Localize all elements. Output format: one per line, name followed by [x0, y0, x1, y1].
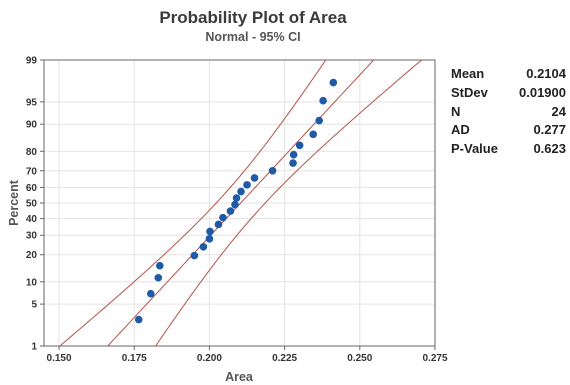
x-tick-label: 0.200	[197, 353, 222, 364]
y-tick-label: 95	[26, 97, 38, 108]
x-tick-label: 0.250	[347, 353, 372, 364]
x-axis-title: Area	[225, 370, 254, 384]
ci-band-lower	[59, 60, 327, 346]
stat-value-p-value: 0.623	[533, 141, 566, 156]
data-point	[206, 227, 214, 236]
y-tick-label: 99	[26, 56, 38, 67]
chart-subtitle: Normal - 95% CI	[205, 30, 300, 44]
data-points	[134, 78, 338, 324]
x-tick-label: 0.225	[272, 353, 297, 364]
data-point	[232, 194, 241, 202]
stat-label-mean: Mean	[451, 66, 484, 81]
y-axis-title: Percent	[7, 179, 21, 226]
stat-value-ad: 0.277	[533, 122, 566, 137]
stat-value-mean: 0.2104	[526, 66, 567, 81]
data-point	[289, 159, 297, 167]
data-point	[309, 130, 317, 139]
data-point	[289, 150, 298, 159]
y-tick-label: 70	[26, 166, 38, 177]
stat-value-n: 24	[552, 104, 567, 119]
stat-value-stdev: 0.01900	[519, 85, 566, 100]
x-tick-label: 0.175	[122, 353, 147, 364]
data-point	[219, 213, 227, 222]
data-point	[214, 220, 223, 229]
stat-label-n: N	[451, 104, 460, 119]
data-point	[315, 116, 324, 125]
data-point	[190, 251, 199, 260]
y-tick-label: 20	[26, 250, 38, 261]
stat-label-stdev: StDev	[451, 85, 489, 100]
data-point	[231, 200, 239, 209]
data-point	[329, 78, 338, 87]
stat-label-p-value: P-Value	[451, 141, 498, 156]
fitted-line	[107, 60, 375, 346]
y-tick-label: 80	[26, 147, 38, 158]
y-tick-label: 1	[31, 342, 37, 353]
y-tick-label: 50	[26, 199, 38, 210]
confidence-bands	[59, 60, 423, 346]
data-point	[250, 174, 259, 182]
ci-band-upper	[155, 60, 423, 346]
data-point	[134, 315, 143, 324]
data-point	[226, 207, 235, 215]
y-tick-label: 10	[26, 277, 38, 288]
y-tick-label: 5	[31, 300, 37, 311]
y-tick-label: 30	[26, 231, 38, 242]
grid-lines	[44, 59, 436, 347]
x-tick-label: 0.150	[47, 353, 72, 364]
data-point	[268, 166, 277, 175]
chart-title: Probability Plot of Area	[159, 8, 347, 27]
stat-label-ad: AD	[451, 122, 470, 137]
y-axis-ticks: 1 5 10 20 30 40 50 60 70 80 90 95 99	[26, 56, 44, 353]
data-point	[146, 289, 155, 298]
data-point	[199, 243, 208, 251]
y-tick-label: 90	[26, 120, 38, 131]
x-tick-label: 0.275	[422, 353, 447, 364]
data-point	[319, 96, 327, 105]
data-point	[295, 141, 304, 150]
y-tick-label: 60	[26, 183, 38, 194]
stats-table: Mean 0.2104 StDev 0.01900 N 24 AD 0.277 …	[451, 66, 567, 156]
data-point	[243, 181, 251, 189]
y-tick-label: 40	[26, 214, 38, 225]
data-point	[154, 273, 163, 282]
x-axis-ticks: 0.150 0.175 0.200 0.225 0.250 0.275	[47, 346, 448, 364]
data-point	[237, 187, 245, 196]
data-point	[156, 261, 164, 270]
data-point	[205, 235, 214, 243]
